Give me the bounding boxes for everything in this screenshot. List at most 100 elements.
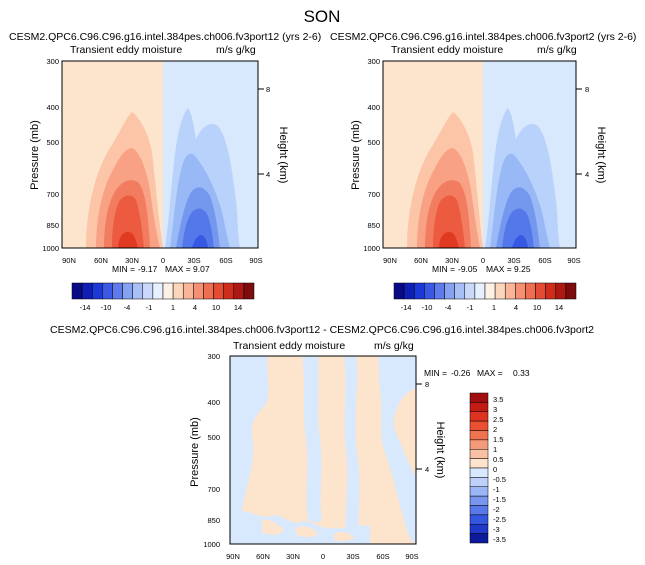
panel-diff-max-value: 0.33 [513, 368, 530, 378]
panel-1-contour-field [62, 61, 258, 248]
panel-2-max-label: MAX = [486, 264, 512, 274]
panel-diff-y-tick-850: 850 [207, 516, 220, 525]
panel-diff-x-tick-30s: 30S [346, 552, 359, 561]
panel-1-y-tick-1000: 1000 [42, 244, 59, 253]
panel-2-y-tick-500: 500 [367, 138, 380, 147]
panel-1-warm-contour-5 [118, 232, 138, 248]
panel-1-colorbar-swatch-8 [152, 282, 164, 300]
panel-1-min-value: -9.17 [138, 264, 158, 274]
panel-1-units-label: m/s g/kg [216, 44, 256, 56]
panel-2-x-tick-30n: 30N [445, 256, 459, 265]
panel-diff-colorbar-swatch-8 [469, 467, 489, 478]
panel-1-x-tick-0: 0 [161, 256, 165, 265]
panel-diff-colorbar-swatch-4 [469, 430, 489, 441]
panel-2-y2-tick-8: 8 [585, 85, 589, 94]
panel-diff-x-tick-60n: 60N [256, 552, 270, 561]
panel-1-cbar-label-14: 14 [234, 303, 242, 312]
panel-diff-positive-patch-2 [296, 526, 318, 537]
panel-1-colorbar-swatch-11 [182, 282, 194, 300]
panel-diff-cbar-label-0: 0 [493, 465, 497, 474]
panel-diff: CESM2.QPC6.C96.C96.g16.intel.384pes.ch00… [50, 324, 594, 561]
panel-1-colorbar-swatch-15 [223, 282, 235, 300]
panel-2-warm-contour-4 [433, 195, 465, 248]
panel-2-contour-field [383, 61, 576, 248]
panel-diff-x-tick-0: 0 [321, 552, 325, 561]
panel-1-colorbar-swatch-12 [193, 282, 204, 300]
panel-2-x-tick-30s: 30S [507, 256, 520, 265]
panel-1-y-tick-700: 700 [46, 190, 59, 199]
panel-1-y-tick-300: 300 [46, 57, 59, 66]
season-title: SON [304, 7, 341, 26]
panel-2-colorbar [393, 282, 577, 300]
panel-diff-y2-ticks: 8 4 [416, 380, 429, 474]
panel-1-max-value: 9.07 [193, 264, 210, 274]
panel-2-colorbar-swatch-1 [403, 282, 415, 300]
panel-2-colorbar-swatch-5 [444, 282, 455, 300]
panel-2-y2-tick-4: 4 [585, 170, 589, 179]
panel-2-colorbar-swatch-0 [393, 282, 405, 300]
panel-1-cool-contour-5 [192, 235, 208, 248]
panel-2-case-title: CESM2.QPC6.C96.C96.g16.intel.384pes.ch00… [330, 31, 636, 43]
panel-1-colorbar-swatch-1 [81, 282, 93, 300]
panel-2-colorbar-swatch-15 [545, 282, 557, 300]
panel-2-colorbar-swatch-11 [504, 282, 516, 300]
panel-1-colorbar-swatch-7 [142, 282, 154, 300]
panel-1-colorbar-swatch-3 [102, 282, 113, 300]
panel-2-cbar-label-10: 10 [533, 303, 541, 312]
panel-2-y-ticks: 300 400 500 700 850 1000 [363, 57, 380, 253]
panel-2-x-tick-0: 0 [481, 256, 485, 265]
panel-diff-colorbar-swatch-0 [469, 392, 489, 403]
panel-2-colorbar-swatch-13 [525, 282, 536, 300]
panel-diff-colorbar-swatch-12 [469, 505, 489, 516]
panel-diff-cbar-label-2.5: 2.5 [493, 415, 503, 424]
panel-1-y2-ticks: 8 4 [258, 85, 270, 179]
panel-diff-cbar-label-3.5: 3.5 [493, 395, 503, 404]
panel-1-x-tick-90n: 90N [62, 256, 76, 265]
panel-2: CESM2.QPC6.C96.C96.g16.intel.384pes.ch00… [330, 31, 636, 312]
panel-2-colorbar-swatch-17 [565, 282, 577, 300]
panel-2-cbar-label-14: 14 [555, 303, 563, 312]
panel-2-x-ticks: 90N 60N 30N 0 30S 60S 90S [383, 256, 581, 265]
panel-2-cbar-label-4: 4 [514, 303, 518, 312]
panel-diff-cbar-label-3: 3 [493, 405, 497, 414]
panel-diff-colorbar-swatch-3 [469, 420, 489, 431]
panel-1-x-tick-90s: 90S [249, 256, 262, 265]
panel-diff-y-ticks: 300 400 500 700 850 1000 [203, 352, 220, 549]
panel-2-y2-label: Height (km) [595, 127, 607, 184]
panel-diff-y-tick-400: 400 [207, 398, 220, 407]
panel-1-x-tick-60n: 60N [94, 256, 108, 265]
panel-2-cbar-label--1: -1 [467, 303, 474, 312]
panel-diff-case-title: CESM2.QPC6.C96.C96.g16.intel.384pes.ch00… [50, 324, 594, 336]
panel-2-y2-ticks: 8 4 [576, 85, 589, 179]
panel-2-cbar-label--14: -14 [401, 303, 412, 312]
panel-2-colorbar-swatch-9 [484, 282, 496, 300]
panel-1-cbar-label--4: -4 [124, 303, 131, 312]
panel-diff-cbar-label-1: 1 [493, 445, 497, 454]
panel-diff-cbar-label--2: -2 [493, 505, 500, 514]
panel-2-x-tick-90s: 90S [567, 256, 580, 265]
panel-diff-cbar-label--1.5: -1.5 [493, 495, 506, 504]
panel-diff-y2-label: Height (km) [434, 422, 446, 479]
panel-diff-colorbar-swatch-2 [469, 411, 489, 422]
panel-2-x-tick-60s: 60S [538, 256, 551, 265]
panel-diff-x-tick-90n: 90N [226, 552, 240, 561]
panel-1-colorbar-swatch-13 [203, 282, 214, 300]
panel-diff-cbar-label-1.5: 1.5 [493, 435, 503, 444]
panel-1-colorbar-swatch-2 [91, 282, 103, 300]
panel-diff-positive-patch-1 [262, 519, 284, 535]
panel-diff-x-tick-60s: 60S [376, 552, 389, 561]
panel-diff-y2-tick-8: 8 [425, 380, 429, 389]
panel-diff-min-label: MIN = [424, 368, 447, 378]
panel-diff-colorbar-swatch-14 [469, 524, 489, 534]
panel-1-y2-tick-8: 8 [266, 85, 270, 94]
panel-1-max-label: MAX = [165, 264, 191, 274]
panel-diff-cbar-label--3.5: -3.5 [493, 535, 506, 544]
panel-1-case-title: CESM2.QPC6.C96.C96.g16.intel.384pes.ch00… [9, 31, 321, 43]
panel-diff-colorbar-swatch-9 [469, 477, 489, 488]
panel-2-x-tick-60n: 60N [414, 256, 428, 265]
panel-2-y-tick-400: 400 [367, 103, 380, 112]
panel-1-y-label: Pressure (mb) [29, 120, 41, 190]
panel-diff-max-label: MAX = [477, 368, 503, 378]
panel-diff-colorbar-swatch-7 [469, 458, 489, 469]
